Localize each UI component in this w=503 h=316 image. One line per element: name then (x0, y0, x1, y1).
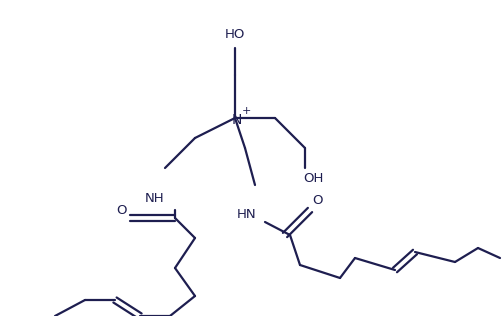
Text: +: + (241, 106, 250, 116)
Text: O: O (313, 193, 323, 206)
Text: N: N (232, 113, 242, 127)
Text: OH: OH (303, 172, 323, 185)
Text: HO: HO (225, 28, 245, 41)
Text: HN: HN (237, 209, 257, 222)
Text: NH: NH (145, 191, 165, 204)
Text: O: O (117, 204, 127, 216)
